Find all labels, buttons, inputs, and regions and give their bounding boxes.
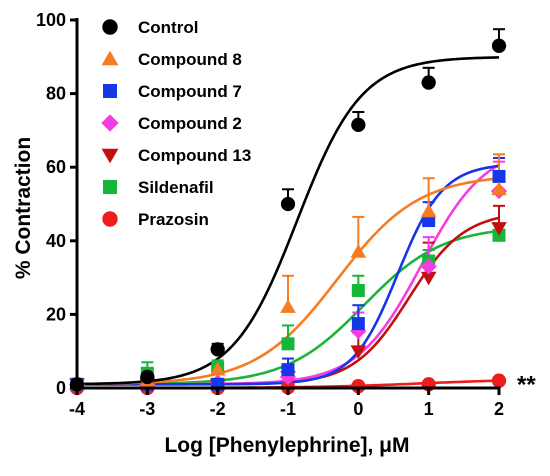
x-tick-label: -3 xyxy=(139,399,155,419)
data-point xyxy=(491,38,507,53)
legend-label: Control xyxy=(138,18,198,37)
legend-label: Compound 13 xyxy=(138,146,251,165)
legend-label: Compound 2 xyxy=(138,114,242,133)
data-point xyxy=(350,345,367,359)
data-points xyxy=(68,38,508,396)
data-point xyxy=(420,271,437,286)
data-point xyxy=(280,196,296,212)
data-point xyxy=(351,283,365,297)
y-tick-label: 20 xyxy=(46,304,66,324)
legend-marker xyxy=(103,84,117,98)
legend-marker xyxy=(102,19,118,35)
x-tick-label: -4 xyxy=(69,399,85,419)
y-tick-label: 100 xyxy=(36,10,66,30)
data-point xyxy=(350,244,367,258)
y-tick-label: 0 xyxy=(56,378,66,398)
x-tick-label: -1 xyxy=(280,399,296,419)
axis-ticks: 0 20 40 60 80 100 -4 -3 -2 -1 0 1 2 xyxy=(36,10,504,419)
legend-label: Compound 7 xyxy=(138,82,242,101)
data-point xyxy=(140,369,155,385)
data-point xyxy=(420,203,437,218)
data-point xyxy=(280,299,296,313)
y-axis-title: % Contraction xyxy=(12,137,35,279)
data-point xyxy=(351,117,366,133)
data-point xyxy=(210,342,225,357)
legend-marker xyxy=(103,180,117,194)
legend-marker xyxy=(101,50,119,66)
data-point xyxy=(281,337,295,351)
legend-label: Compound 8 xyxy=(138,50,242,69)
y-tick-label: 40 xyxy=(46,231,66,251)
legend-marker xyxy=(101,114,119,132)
y-tick-label: 80 xyxy=(46,84,66,104)
x-tick-label: 0 xyxy=(353,399,363,419)
data-point xyxy=(209,361,226,376)
data-point xyxy=(491,222,507,236)
x-tick-label: 1 xyxy=(424,399,434,419)
x-tick-label: -2 xyxy=(210,399,226,419)
y-tick-label: 60 xyxy=(46,157,66,177)
data-point xyxy=(281,363,295,377)
x-tick-label: 2 xyxy=(494,399,504,419)
legend-marker xyxy=(102,211,118,227)
data-point xyxy=(491,373,507,388)
significance-annotation: ** xyxy=(517,372,536,399)
legend-label: Sildenafil xyxy=(138,178,214,197)
data-point xyxy=(491,181,507,196)
data-point xyxy=(422,214,436,228)
x-axis-title: Log [Phenylephrine], μM xyxy=(164,434,409,457)
legend: Control Compound 8 Compound 7 Compound 2 Com… xyxy=(101,18,251,229)
legend-marker xyxy=(101,148,119,164)
data-point xyxy=(492,169,506,183)
data-point xyxy=(420,258,437,275)
data-point xyxy=(421,75,436,90)
legend-label: Prazosin xyxy=(138,210,209,229)
data-point xyxy=(351,317,365,331)
data-point xyxy=(351,379,366,394)
